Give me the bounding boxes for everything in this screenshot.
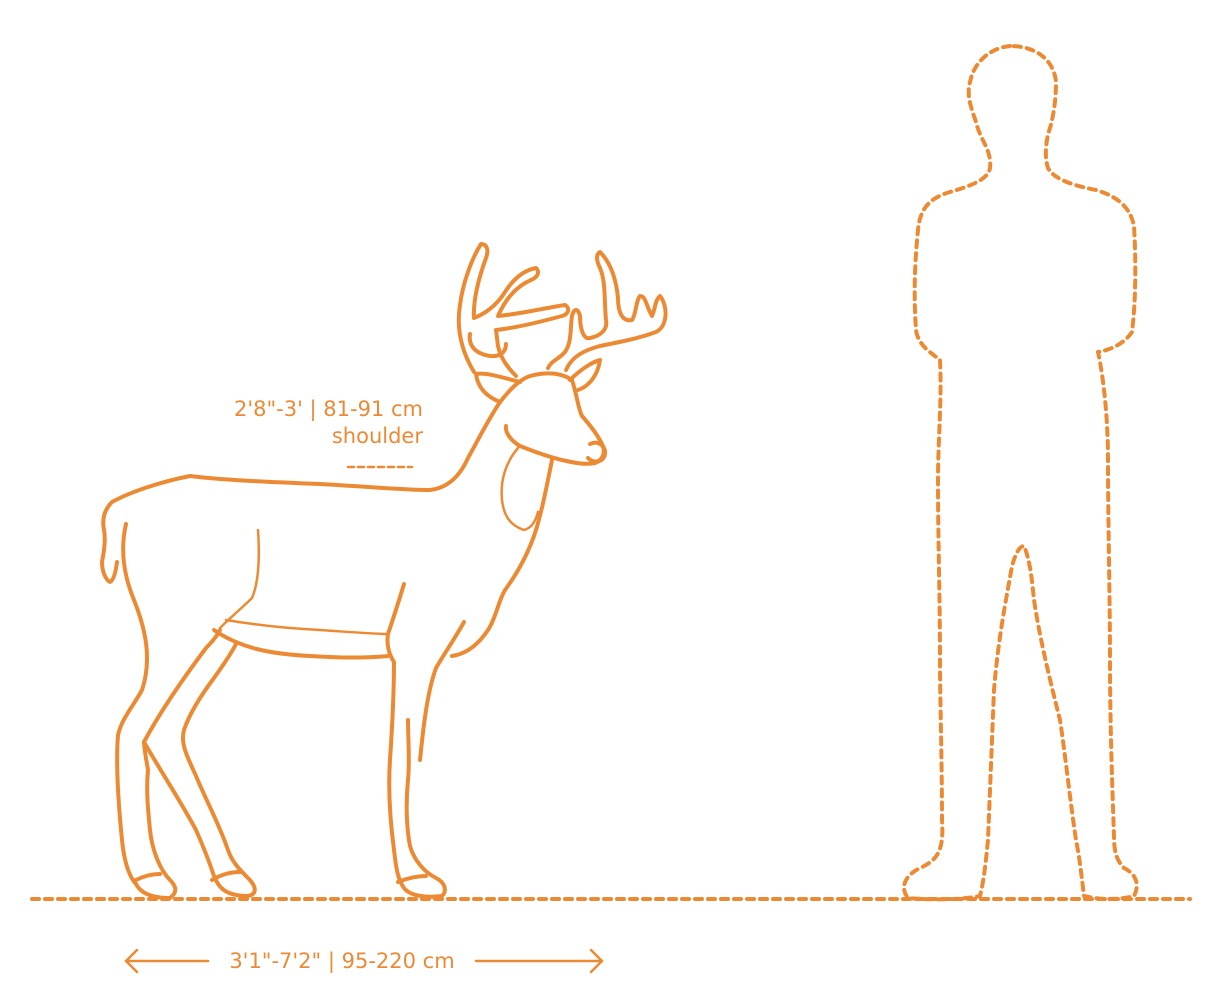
shoulder-caption: shoulder [332, 424, 423, 448]
deer-throat-patch [500, 446, 540, 532]
deer-rear-leg-inner [142, 628, 222, 744]
deer-rear-leg-back [115, 522, 178, 900]
ear-left [474, 371, 522, 404]
ear-right [568, 358, 602, 392]
body-length-arrow [124, 948, 604, 974]
deer-rear-hoof [134, 872, 162, 882]
arrow-right-head [589, 948, 604, 974]
human-silhouette [902, 44, 1139, 902]
antler-right [546, 250, 668, 372]
deer-neck-back [100, 400, 502, 584]
deer-nose [586, 440, 608, 464]
deer-rear-hoof-2 [210, 870, 242, 882]
deer-belly [212, 628, 390, 660]
arrow-left-head [124, 948, 139, 974]
shoulder-height-label: 2'8"-3' | 81-91 cm [234, 397, 423, 422]
deer-chest [450, 458, 554, 658]
deer-front-leg-front [418, 620, 466, 762]
deer-illustration [100, 242, 668, 900]
human-outline [902, 44, 1139, 902]
antler-left-brow [467, 332, 508, 359]
body-length-label: 3'1"-7'2" | 95-220 cm [229, 949, 454, 974]
deer-rear-leg-front [142, 642, 257, 898]
antler-left [456, 242, 571, 378]
deer-front-hoof [396, 874, 428, 884]
deer-belly-upper [224, 618, 390, 636]
deer-flank-line [218, 528, 260, 630]
deer-front-leg-back [385, 582, 447, 899]
